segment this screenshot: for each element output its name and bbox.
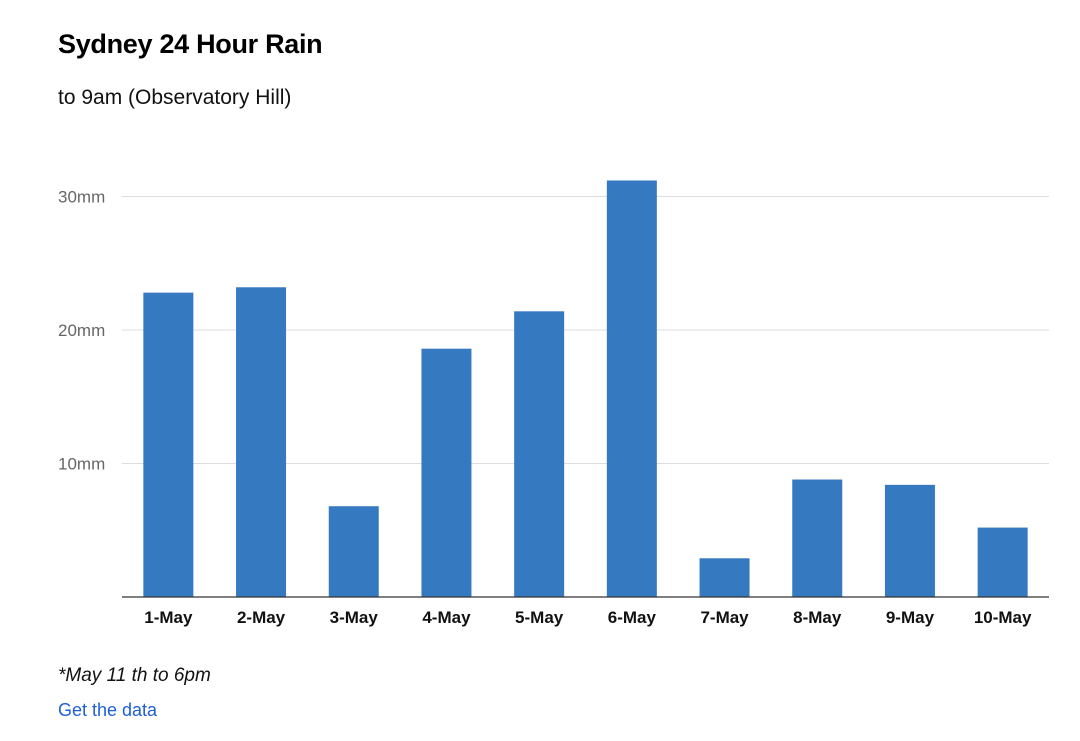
y-tick-label: 20mm [58, 321, 105, 340]
chart-title: Sydney 24 Hour Rain [58, 29, 323, 59]
bar [514, 311, 565, 597]
bar [699, 558, 750, 597]
chart-area: 10mm 20mm 30mm 1-May 2-May 3-May 4-May 5-May 6-M… [0, 150, 1080, 640]
bar [884, 484, 935, 597]
bar [606, 180, 657, 598]
bar [143, 292, 194, 597]
x-tick-label: 1-May [144, 608, 193, 627]
x-tick-label: 6-May [608, 608, 657, 627]
x-tick-label: 9-May [886, 608, 935, 627]
footnote: *May 11 th to 6pm [58, 665, 211, 686]
y-tick-label: 10mm [58, 455, 105, 474]
x-tick-label: 4-May [422, 608, 471, 627]
bar [977, 527, 1028, 597]
get-the-data-link[interactable]: Get the data [58, 700, 158, 720]
bar [792, 479, 843, 597]
chart-subtitle: to 9am (Observatory Hill) [58, 86, 292, 109]
bar [236, 287, 287, 597]
y-tick-label: 30mm [58, 188, 105, 207]
bar [421, 348, 472, 597]
x-tick-label: 8-May [793, 608, 842, 627]
x-tick-label: 7-May [700, 608, 749, 627]
x-tick-label: 3-May [330, 608, 379, 627]
x-tick-label: 5-May [515, 608, 564, 627]
x-tick-label: 10-May [974, 608, 1032, 627]
rainfall-bar-chart: 10mm 20mm 30mm 1-May 2-May 3-May 4-May 5-May 6-M… [58, 180, 1049, 627]
bar [328, 506, 379, 597]
x-tick-label: 2-May [237, 608, 286, 627]
